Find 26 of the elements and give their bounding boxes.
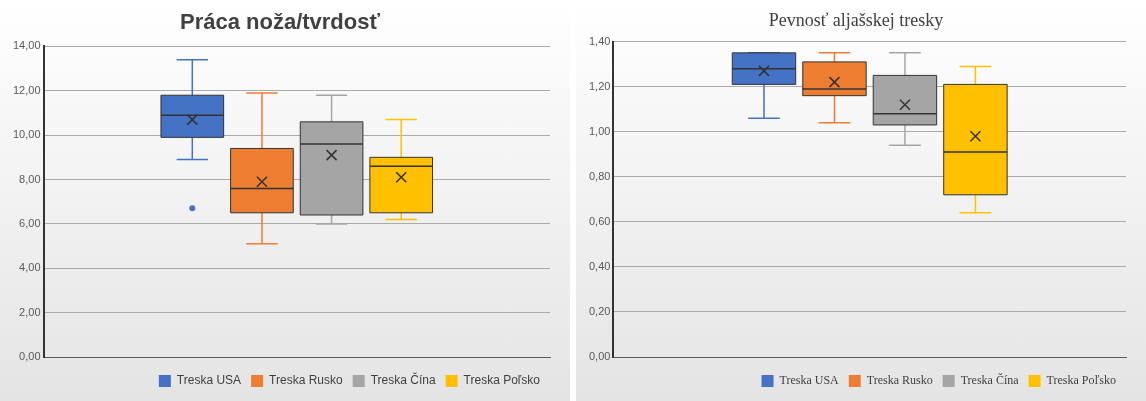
legend-label: Treska USA	[779, 373, 840, 388]
legend-label: Treska Čína	[960, 373, 1020, 388]
y-tick-label: 1,40	[588, 34, 611, 47]
legend-label: Treska Rusko	[269, 373, 343, 388]
y-tick-label: 6,00	[19, 216, 41, 229]
y-tick-label: 0,40	[588, 259, 611, 272]
chart-title: Pevnosť aljašskej tresky	[768, 9, 944, 30]
y-tick-label: 0,80	[588, 169, 611, 182]
y-tick-label: 4,00	[19, 261, 41, 274]
y-tick-label: 12,00	[13, 83, 41, 96]
legend-label: Treska Poľsko	[1046, 373, 1117, 388]
legend-label: Treska USA	[176, 373, 242, 388]
y-tick-label: 2,00	[19, 305, 41, 318]
legend-label: Treska Čína	[370, 372, 436, 388]
y-tick-label: 8,00	[19, 172, 41, 185]
y-tick-label: 14,00	[13, 39, 41, 52]
y-tick-label: 1,20	[588, 79, 611, 92]
y-tick-label: 0,20	[588, 304, 611, 317]
y-tick-label: 10,00	[13, 128, 41, 141]
y-tick-label: 1,00	[588, 124, 611, 137]
y-tick-label: 0,60	[588, 214, 611, 227]
y-tick-label: 0,00	[19, 350, 41, 363]
legend-label: Treska Poľsko	[463, 373, 541, 388]
y-tick-label: 0,00	[588, 350, 611, 363]
chart-title: Práca noža/tvrdosť	[179, 9, 381, 35]
legend-label: Treska Rusko	[866, 373, 933, 388]
